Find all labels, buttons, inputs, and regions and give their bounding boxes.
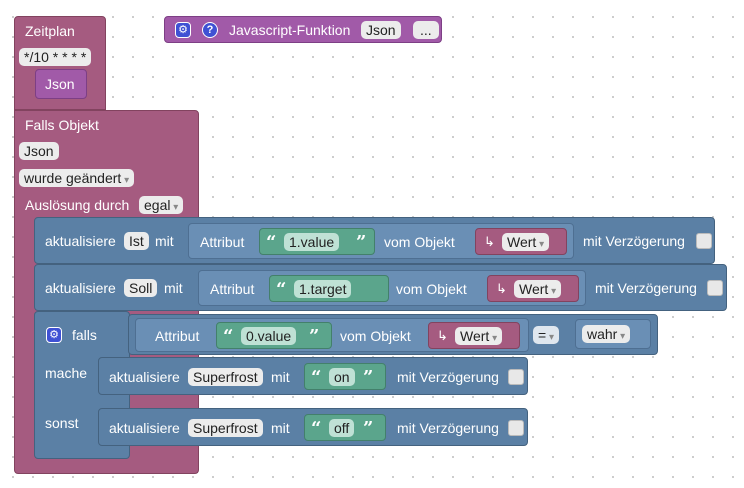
if-condition-block[interactable]: Attribut “ 0.value ” vom Objekt ↳ Wert =…: [128, 314, 658, 355]
attr-ist-from: vom Objekt: [384, 234, 455, 250]
then-update-block[interactable]: aktualisiere Superfrost mit “ on ” mit V…: [98, 357, 528, 395]
attr-ist-block[interactable]: Attribut “ 1.value ” vom Objekt ↳ Wert: [188, 223, 574, 259]
attr-ist-string-block[interactable]: “ 1.value ”: [259, 228, 375, 255]
update-soll-with: mit: [164, 280, 183, 296]
else-update-target[interactable]: Superfrost: [188, 419, 263, 437]
update-ist-prefix: aktualisiere: [45, 233, 116, 249]
attr-cond-source-block[interactable]: ↳ Wert: [428, 322, 520, 349]
attr-ist-source-block[interactable]: ↳ Wert: [475, 228, 567, 255]
attr-ist-label: Attribut: [200, 234, 245, 250]
close-quote-icon: ”: [309, 326, 320, 347]
open-quote-icon: “: [311, 367, 322, 388]
close-quote-icon: ”: [363, 367, 374, 388]
attr-soll-string-block[interactable]: “ 1.target: [269, 275, 389, 302]
attr-soll-source-dropdown[interactable]: Wert: [514, 280, 562, 298]
attr-cond-from: vom Objekt: [340, 328, 411, 344]
compare-value-dropdown[interactable]: wahr: [582, 325, 631, 343]
update-ist-delay-checkbox[interactable]: [696, 233, 712, 249]
return-arrow-icon: ↳: [484, 234, 495, 249]
open-quote-icon: “: [311, 418, 322, 439]
json-value-label: Json: [45, 76, 75, 92]
then-label: mache: [45, 365, 88, 381]
else-update-block[interactable]: aktualisiere Superfrost mit “ off ” mit …: [98, 408, 528, 446]
attr-soll-label: Attribut: [210, 281, 255, 297]
trigger-object-field[interactable]: Json: [19, 142, 59, 160]
trigger-statement-bottom: [14, 458, 199, 474]
compare-value-block[interactable]: wahr: [575, 319, 651, 349]
operator-dropdown[interactable]: =: [533, 326, 559, 344]
attr-cond-label: Attribut: [155, 328, 200, 344]
then-update-delay-checkbox[interactable]: [508, 369, 524, 385]
update-soll-delay-label: mit Verzögerung: [595, 280, 697, 296]
else-value[interactable]: off: [329, 419, 355, 437]
then-update-delay-label: mit Verzögerung: [397, 369, 499, 385]
gear-icon[interactable]: ⚙: [175, 22, 191, 38]
open-quote-icon: “: [223, 326, 234, 347]
else-update-delay-label: mit Verzögerung: [397, 420, 499, 436]
attr-ist-value[interactable]: 1.value: [284, 233, 340, 251]
help-icon[interactable]: ?: [202, 22, 218, 38]
then-value[interactable]: on: [329, 368, 355, 386]
cron-field[interactable]: */10 * * * *: [19, 48, 92, 66]
update-ist-target[interactable]: Ist: [124, 232, 149, 250]
update-soll-target[interactable]: Soll: [124, 279, 158, 297]
open-quote-icon: “: [266, 232, 277, 253]
update-ist-block[interactable]: aktualisiere Ist mit Attribut “ 1.value …: [34, 217, 715, 264]
then-update-prefix: aktualisiere: [109, 369, 180, 385]
update-soll-prefix: aktualisiere: [45, 280, 116, 296]
trigger-by-dropdown[interactable]: egal: [139, 196, 184, 214]
return-arrow-icon: ↳: [437, 328, 448, 343]
then-update-with: mit: [271, 369, 290, 385]
js-function-block[interactable]: ⚙ ? Javascript-Funktion Json ...: [164, 16, 442, 43]
attr-cond-block[interactable]: Attribut “ 0.value ” vom Objekt ↳ Wert: [135, 318, 529, 352]
else-update-delay-checkbox[interactable]: [508, 420, 524, 436]
attr-soll-block[interactable]: Attribut “ 1.target vom Objekt ↳ Wert: [198, 270, 586, 306]
schedule-title: Zeitplan: [25, 23, 75, 39]
then-string-block[interactable]: “ on ”: [304, 363, 386, 390]
js-function-more-button[interactable]: ...: [413, 21, 439, 39]
attr-cond-value[interactable]: 0.value: [241, 327, 297, 345]
gear-icon[interactable]: ⚙: [46, 327, 62, 343]
js-function-label: Javascript-Funktion: [229, 22, 351, 38]
update-soll-block[interactable]: aktualisiere Soll mit Attribut “ 1.targe…: [34, 264, 727, 311]
attr-cond-source-dropdown[interactable]: Wert: [455, 327, 503, 345]
else-string-block[interactable]: “ off ”: [304, 414, 386, 441]
open-quote-icon: “: [276, 279, 287, 300]
schedule-block[interactable]: Zeitplan */10 * * * * Json: [14, 16, 106, 110]
attr-soll-value[interactable]: 1.target: [294, 280, 352, 298]
update-ist-with: mit: [155, 233, 174, 249]
else-label: sonst: [45, 415, 79, 431]
attr-ist-source-dropdown[interactable]: Wert: [502, 233, 550, 251]
json-value-block[interactable]: Json: [35, 69, 87, 99]
return-arrow-icon: ↳: [496, 281, 507, 296]
close-quote-icon: ”: [356, 232, 367, 253]
attr-soll-source-block[interactable]: ↳ Wert: [487, 275, 579, 302]
close-quote-icon: ”: [363, 418, 374, 439]
js-function-name[interactable]: Json: [361, 21, 401, 39]
update-ist-delay-label: mit Verzögerung: [583, 233, 685, 249]
else-update-with: mit: [271, 420, 290, 436]
trigger-by-label: Auslösung durch: [25, 197, 130, 213]
attr-soll-from: vom Objekt: [396, 281, 467, 297]
if-label: falls: [72, 327, 97, 343]
else-update-prefix: aktualisiere: [109, 420, 180, 436]
update-soll-delay-checkbox[interactable]: [707, 280, 723, 296]
trigger-title: Falls Objekt: [25, 117, 99, 133]
attr-cond-string-block[interactable]: “ 0.value ”: [216, 322, 332, 349]
trigger-condition-dropdown[interactable]: wurde geändert: [19, 169, 135, 187]
then-update-target[interactable]: Superfrost: [188, 368, 263, 386]
